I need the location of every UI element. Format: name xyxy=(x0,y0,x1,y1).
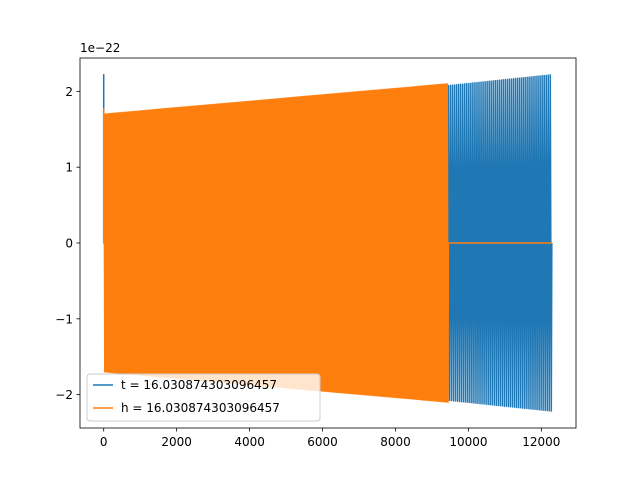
legend-box xyxy=(86,373,321,422)
x-tick-label: 0 xyxy=(100,435,108,449)
x-tick-label: 12000 xyxy=(522,435,560,449)
x-tick-label: 8000 xyxy=(380,435,411,449)
y-tick-label: 1 xyxy=(65,161,73,175)
x-tick-label: 4000 xyxy=(234,435,265,449)
y-tick-label: −2 xyxy=(55,388,73,402)
x-tick-label: 6000 xyxy=(307,435,338,449)
y-tick-label: −1 xyxy=(55,312,73,326)
legend-label: h = 16.030874303096457 xyxy=(121,401,280,415)
x-tick-label: 10000 xyxy=(449,435,487,449)
legend: t = 16.030874303096457 h = 16.03087430309… xyxy=(86,373,321,422)
y-tick-label: 0 xyxy=(65,237,73,251)
x-axis: 0 2000 4000 6000 8000 10000 12000 xyxy=(100,428,560,449)
x-tick-label: 2000 xyxy=(161,435,192,449)
y-offset-text: 1e−22 xyxy=(80,41,120,55)
y-axis: −2 −1 0 1 2 xyxy=(55,85,80,402)
y-tick-label: 2 xyxy=(65,85,73,99)
series-layer xyxy=(102,73,553,412)
legend-label: t = 16.030874303096457 xyxy=(121,378,277,392)
